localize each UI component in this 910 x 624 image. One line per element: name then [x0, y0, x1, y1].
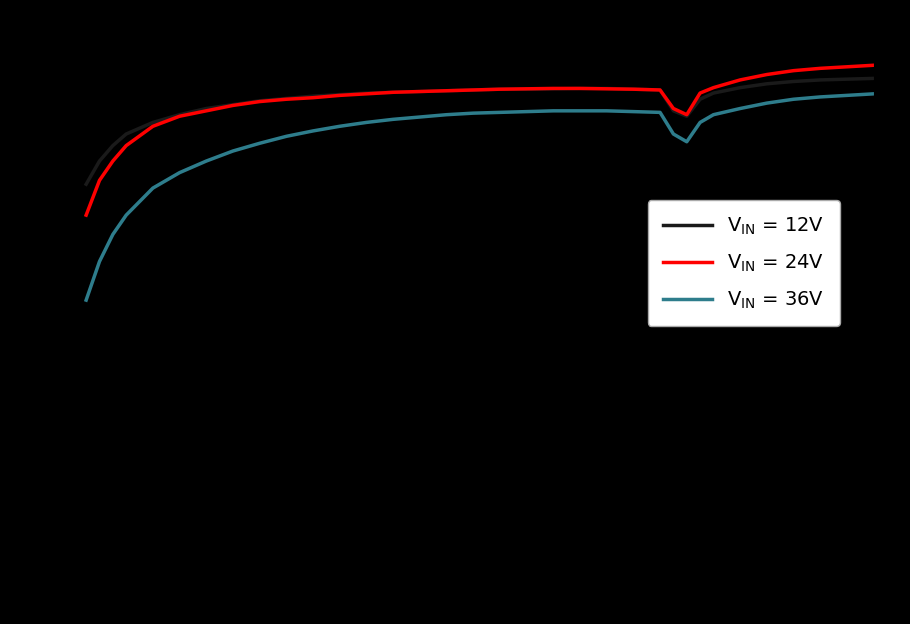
Legend: V$_\mathregular{IN}$ = 12V, V$_\mathregular{IN}$ = 24V, V$_\mathregular{IN}$ = 3: V$_\mathregular{IN}$ = 12V, V$_\mathregu…	[648, 200, 840, 326]
